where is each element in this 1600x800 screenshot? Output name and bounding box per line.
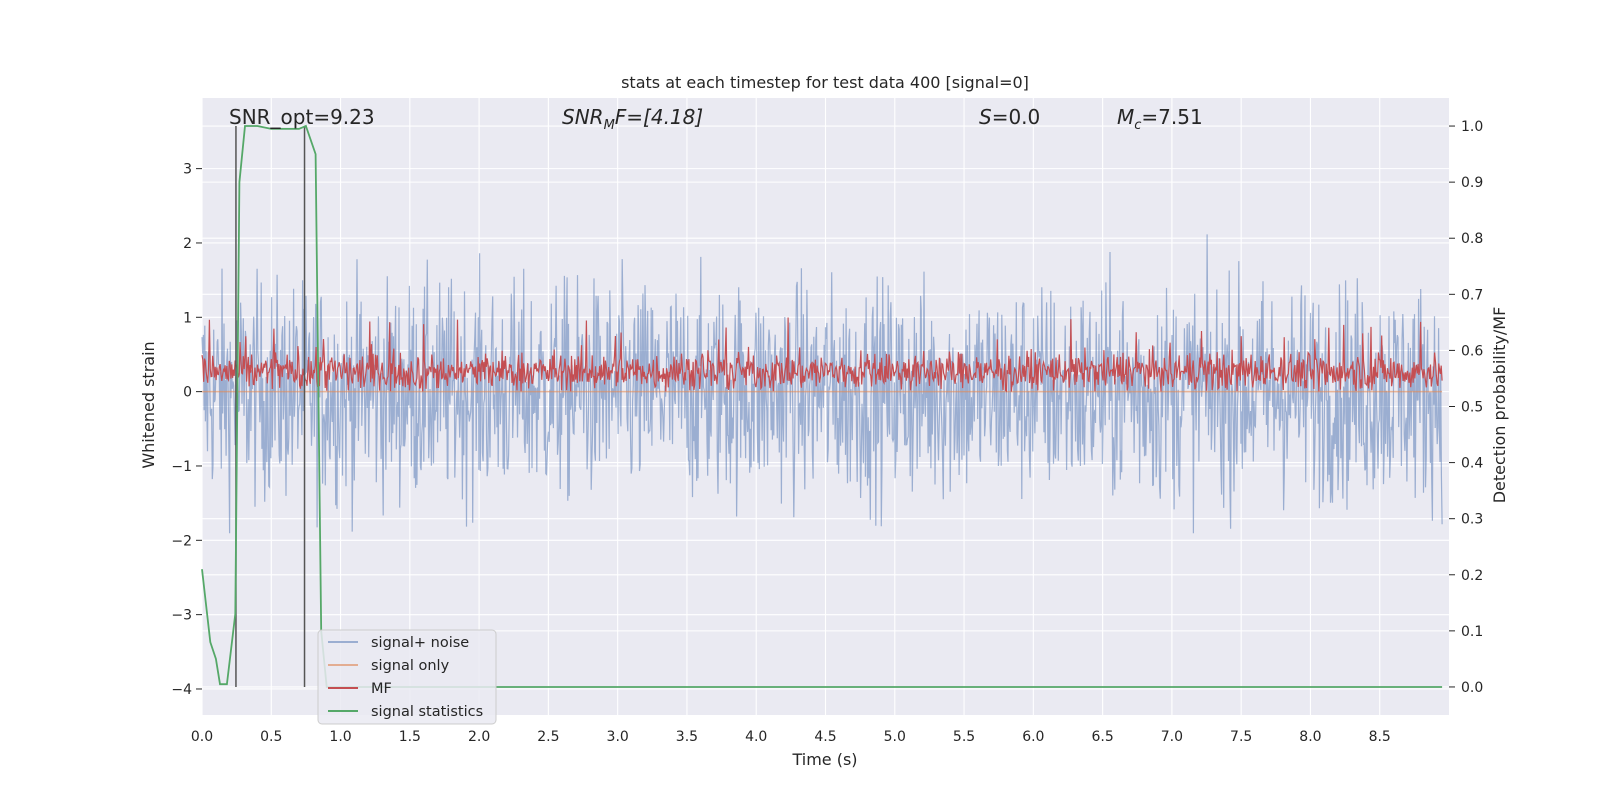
x-tick-label: 4.0 [745,729,767,745]
y2-tick-label: 0.4 [1461,456,1483,472]
y2-axis-label: Detection probability/MF [1490,307,1509,504]
y-tick-label: 0 [183,385,192,401]
snr-mf-sub: M [604,118,615,133]
y-tick-layer: 3 2 1 0 −1 −2 −3 −4 [171,162,202,698]
y-tick-label: −2 [171,533,192,549]
y-tick-label: −1 [171,459,192,475]
legend: signal+ noise signal only MF signal stat… [317,629,497,725]
y2-tick-label: 0.7 [1461,287,1483,303]
x-tick-label: 7.0 [1161,729,1183,745]
x-tick-label: 0.0 [191,729,213,745]
series-layer [201,124,1443,688]
y-tick-label: 2 [183,236,192,252]
annotation-s: S=0.0 [979,105,1040,129]
x-tick-label: 0.5 [260,729,282,745]
x-tick-label: 8.5 [1369,729,1391,745]
y2-tick-label: 0.1 [1461,624,1483,640]
chart-title: stats at each timestep for test data 400… [621,73,1029,92]
x-tick-label: 3.5 [676,729,698,745]
legend-label-mf: MF [371,681,392,697]
x-tick-label: 6.0 [1022,729,1044,745]
snr-mf-main: SNR [562,105,604,129]
x-tick-label: 7.5 [1230,729,1252,745]
x-tick-label: 4.5 [814,729,836,745]
y-tick-label: −4 [171,682,192,698]
x-tick-label: 1.0 [329,729,351,745]
y-tick-label: −3 [171,608,192,624]
x-tick-label: 2.0 [468,729,490,745]
y2-tick-label: 1.0 [1461,119,1483,135]
snr-mf-rest: F=[4.18] [615,105,703,129]
x-axis-label: Time (s) [791,750,857,769]
x-tick-layer: 0.0 0.5 1.0 1.5 2.0 2.5 3.0 3.5 4.0 4.5 5.0 5.5 6.0 6… [191,729,1391,745]
y2-tick-label: 0.6 [1461,343,1483,359]
legend-label-signal-noise: signal+ noise [371,635,469,651]
y-tick-label: 3 [183,162,192,178]
x-tick-label: 6.5 [1091,729,1113,745]
legend-label-signal-only: signal only [371,658,450,674]
mc-main: M [1117,105,1134,129]
annotation-snr-opt: SNR_opt=9.23 [229,105,375,129]
legend-label-signal-statistics: signal statistics [371,704,483,720]
series-signal-statistics-line [201,124,1443,688]
annotation-snr-mf: SNRMF=[4.18] [562,105,703,133]
y2-tick-label: 0.9 [1461,175,1483,191]
y2-tick-label: 0.8 [1461,231,1483,247]
y-axis-label: Whitened strain [139,341,158,468]
series-signal-noise-line [201,234,1443,534]
y2-tick-label: 0.3 [1461,512,1483,528]
annotation-mc: Mc=7.51 [1117,105,1203,133]
x-tick-label: 5.5 [953,729,975,745]
x-tick-label: 8.0 [1299,729,1321,745]
x-tick-label: 3.0 [607,729,629,745]
y2-tick-label: 0.2 [1461,568,1483,584]
legend-box [317,629,497,725]
mc-rest: =7.51 [1141,105,1202,129]
y2-tick-layer: 1.0 0.9 0.8 0.7 0.6 0.5 0.4 0.3 0.2 0.1 0.0 [1449,119,1483,696]
mc-sub: c [1134,118,1141,133]
y-tick-label: 1 [183,310,192,326]
x-tick-label: 5.0 [884,729,906,745]
x-tick-label: 2.5 [537,729,559,745]
x-tick-label: 1.5 [399,729,421,745]
s-rest: =0.0 [992,105,1041,129]
y2-tick-label: 0.0 [1461,680,1483,696]
series-mf-line [201,317,1443,393]
s-italic: S [979,105,992,129]
y2-tick-label: 0.5 [1461,400,1483,416]
